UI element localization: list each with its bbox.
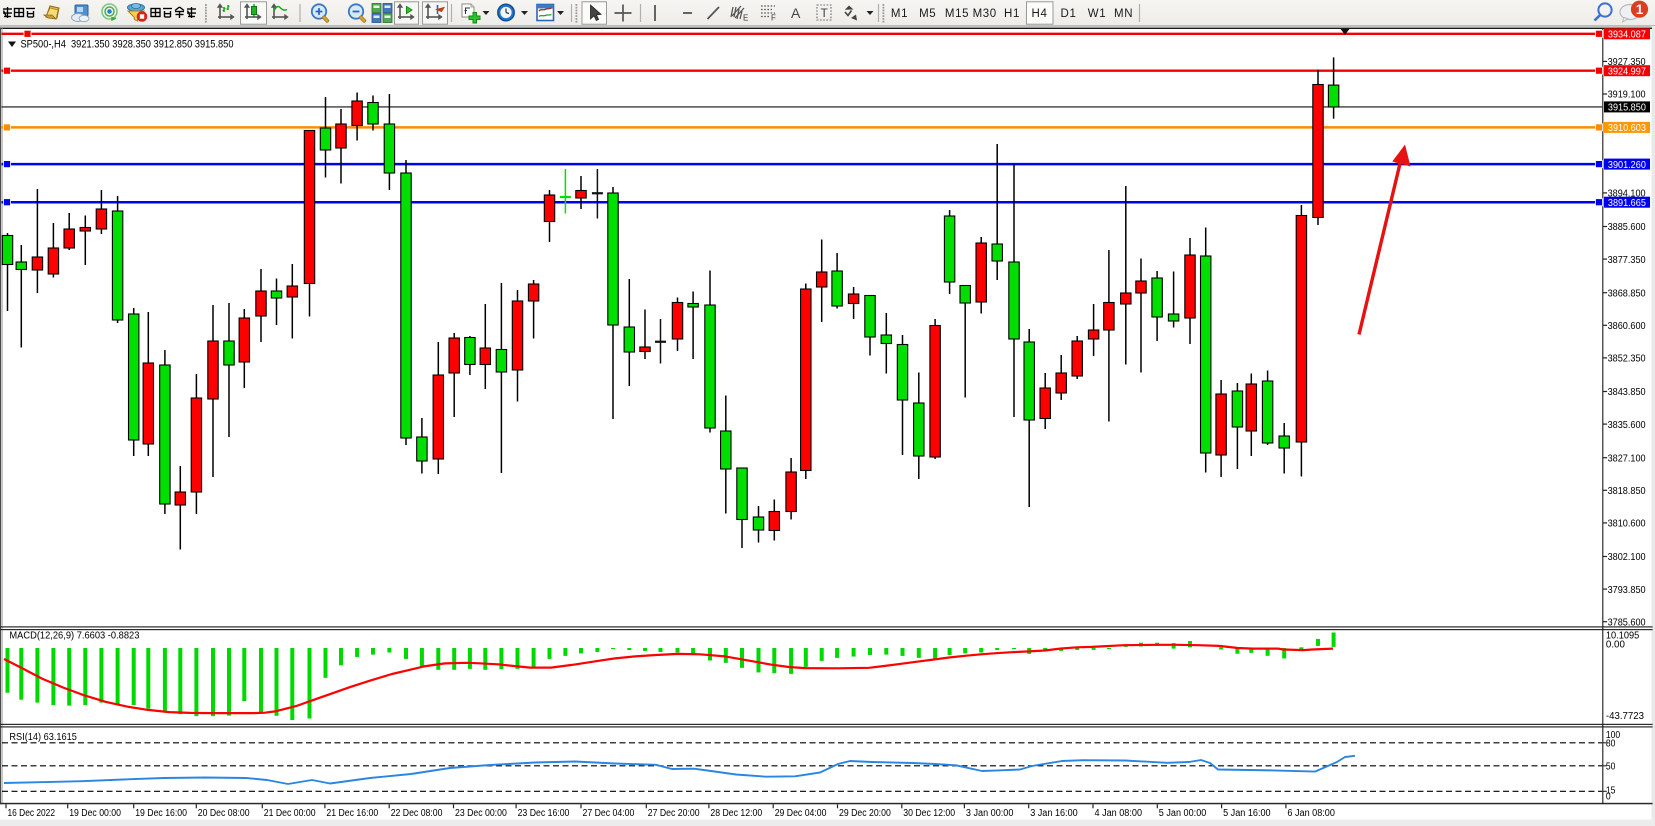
svg-text:15: 15 xyxy=(1606,786,1616,797)
svg-text:3885.600: 3885.600 xyxy=(1608,222,1646,233)
svg-text:3852.350: 3852.350 xyxy=(1608,354,1646,365)
svg-text:5 Jan 00:00: 5 Jan 00:00 xyxy=(1159,808,1207,819)
svg-text:3785.600: 3785.600 xyxy=(1608,617,1646,628)
svg-text:3802.100: 3802.100 xyxy=(1608,552,1646,563)
svg-text:22 Dec 08:00: 22 Dec 08:00 xyxy=(391,808,443,819)
svg-text:3924.997: 3924.997 xyxy=(1608,66,1646,77)
svg-text:16 Dec 2022: 16 Dec 2022 xyxy=(8,808,56,819)
svg-text:3910.603: 3910.603 xyxy=(1608,123,1646,134)
svg-text:30 Dec 12:00: 30 Dec 12:00 xyxy=(903,808,955,819)
svg-text:M1: M1 xyxy=(891,8,908,20)
svg-text:M30: M30 xyxy=(973,8,997,20)
svg-text:M5: M5 xyxy=(919,8,936,20)
svg-text:3901.260: 3901.260 xyxy=(1608,160,1646,171)
svg-text:MN: MN xyxy=(1114,8,1133,20)
svg-text:H4: H4 xyxy=(1032,8,1048,20)
svg-text:29 Dec 20:00: 29 Dec 20:00 xyxy=(839,808,891,819)
svg-text:3 Jan 16:00: 3 Jan 16:00 xyxy=(1030,808,1078,819)
svg-text:SP500-,H4 3921.350 3928.350 3: SP500-,H4 3921.350 3928.350 3912.850 391… xyxy=(21,39,234,51)
svg-text:M15: M15 xyxy=(945,8,969,20)
svg-text:3915.850: 3915.850 xyxy=(1608,103,1646,114)
svg-text:-43.7723: -43.7723 xyxy=(1606,711,1644,722)
svg-text:RSI(14) 63.1615: RSI(14) 63.1615 xyxy=(9,732,77,743)
svg-text:D1: D1 xyxy=(1061,8,1077,20)
svg-text:0.00: 0.00 xyxy=(1606,639,1625,650)
svg-text:3810.600: 3810.600 xyxy=(1608,519,1646,530)
svg-text:50: 50 xyxy=(1606,762,1616,773)
svg-text:21 Dec 00:00: 21 Dec 00:00 xyxy=(264,808,316,819)
svg-text:27 Dec 20:00: 27 Dec 20:00 xyxy=(648,808,700,819)
svg-text:3894.100: 3894.100 xyxy=(1608,189,1646,200)
svg-text:4 Jan 08:00: 4 Jan 08:00 xyxy=(1095,808,1143,819)
svg-text:3877.350: 3877.350 xyxy=(1608,255,1646,266)
svg-text:20 Dec 08:00: 20 Dec 08:00 xyxy=(198,808,250,819)
svg-text:28 Dec 12:00: 28 Dec 12:00 xyxy=(710,808,762,819)
svg-text:10.1095: 10.1095 xyxy=(1606,630,1640,641)
svg-text:23 Dec 16:00: 23 Dec 16:00 xyxy=(518,808,570,819)
svg-text:3919.100: 3919.100 xyxy=(1608,90,1646,101)
svg-text:3 Jan 00:00: 3 Jan 00:00 xyxy=(966,808,1014,819)
svg-text:E: E xyxy=(743,14,748,23)
svg-text:27 Dec 04:00: 27 Dec 04:00 xyxy=(583,808,635,819)
svg-text:3860.600: 3860.600 xyxy=(1608,321,1646,332)
svg-text:F: F xyxy=(771,14,776,23)
svg-text:0: 0 xyxy=(1606,792,1611,803)
svg-text:3843.850: 3843.850 xyxy=(1608,387,1646,398)
svg-text:3793.850: 3793.850 xyxy=(1608,585,1646,596)
svg-text:19 Dec 16:00: 19 Dec 16:00 xyxy=(135,808,187,819)
svg-text:3835.600: 3835.600 xyxy=(1608,420,1646,431)
svg-text:80: 80 xyxy=(1606,739,1616,750)
svg-text:21 Dec 16:00: 21 Dec 16:00 xyxy=(326,808,378,819)
svg-text:3934.087: 3934.087 xyxy=(1608,30,1646,41)
svg-text:3927.350: 3927.350 xyxy=(1608,57,1646,68)
svg-text:6 Jan 08:00: 6 Jan 08:00 xyxy=(1287,808,1335,819)
svg-text:W1: W1 xyxy=(1088,8,1106,20)
svg-text:MACD(12,26,9) 7.6603 -0.8823: MACD(12,26,9) 7.6603 -0.8823 xyxy=(9,630,139,641)
svg-text:29 Dec 04:00: 29 Dec 04:00 xyxy=(775,808,827,819)
svg-text:100: 100 xyxy=(1606,730,1621,741)
svg-text:3868.850: 3868.850 xyxy=(1608,288,1646,299)
svg-text:19 Dec 00:00: 19 Dec 00:00 xyxy=(69,808,121,819)
svg-text:3818.850: 3818.850 xyxy=(1608,486,1646,497)
svg-text:T: T xyxy=(821,6,829,20)
svg-text:H1: H1 xyxy=(1004,8,1020,20)
svg-text:3891.665: 3891.665 xyxy=(1608,198,1646,209)
svg-text:23 Dec 00:00: 23 Dec 00:00 xyxy=(455,808,507,819)
svg-text:1: 1 xyxy=(1636,2,1644,17)
svg-text:5 Jan 16:00: 5 Jan 16:00 xyxy=(1223,808,1271,819)
svg-text:3827.100: 3827.100 xyxy=(1608,453,1646,464)
svg-text:A: A xyxy=(791,5,801,21)
